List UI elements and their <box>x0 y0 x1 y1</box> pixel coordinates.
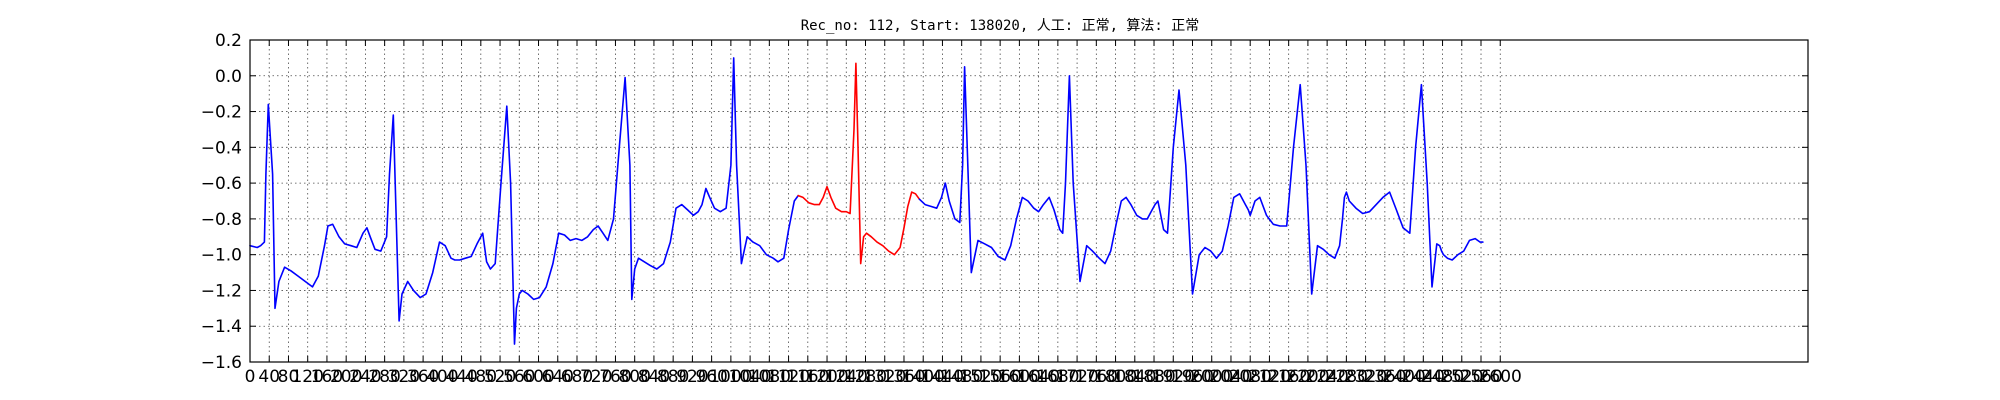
ecg-series-line <box>918 66 1484 295</box>
x-tick-label: 120 <box>291 367 323 387</box>
x-tick-label: 400 <box>426 367 458 387</box>
plot-frame <box>249 39 1809 363</box>
x-tick-label: 1720 <box>1055 367 1098 387</box>
x-tick-label: 1280 <box>844 367 887 387</box>
x-tick-label: 1520 <box>959 367 1002 387</box>
x-tick-label: 1360 <box>882 367 925 387</box>
x-tick-label: 2400 <box>1382 367 1425 387</box>
x-tick-label: 1560 <box>979 367 1022 387</box>
x-tick-label: 1000 <box>709 367 752 387</box>
x-tick-label: 600 <box>522 367 554 387</box>
x-tick-label: 2080 <box>1229 367 1272 387</box>
y-tick-label: −0.2 <box>201 103 242 123</box>
x-tick-label: 1120 <box>767 367 810 387</box>
x-tick-label: 1680 <box>1036 367 1079 387</box>
grid <box>250 40 1808 362</box>
x-tick-label: 320 <box>388 367 420 387</box>
x-tick-label: 2320 <box>1344 367 1387 387</box>
x-tick-label: 680 <box>561 367 593 387</box>
x-tick-label: 800 <box>618 367 650 387</box>
x-tick-label: 1320 <box>863 367 906 387</box>
x-tick-label: 920 <box>676 367 708 387</box>
x-tick-label: 1040 <box>728 367 771 387</box>
x-tick-label: 240 <box>349 367 381 387</box>
x-tick-label: 720 <box>580 367 612 387</box>
ecg-series-line <box>797 62 921 265</box>
x-tick-label: 2440 <box>1402 367 1445 387</box>
x-tick-label: 880 <box>657 367 689 387</box>
x-tick-label: 160 <box>311 367 343 387</box>
x-tick-label: 80 <box>278 367 300 387</box>
x-tick-label: 1960 <box>1171 367 1214 387</box>
x-tick-label: 2000 <box>1190 367 1233 387</box>
x-tick-label: 360 <box>407 367 439 387</box>
x-tick-label: 2360 <box>1363 367 1406 387</box>
chart-title: Rec_no: 112, Start: 138020, 人工: 正常, 算法: … <box>801 18 1200 34</box>
x-tick-label: 200 <box>330 367 362 387</box>
x-tick-label: 1640 <box>1017 367 1060 387</box>
x-tick-label: 1200 <box>805 367 848 387</box>
x-tick-label: 1760 <box>1075 367 1118 387</box>
y-tick-label: −0.6 <box>201 174 242 194</box>
x-tick-label: 2520 <box>1440 367 1483 387</box>
x-tick-label: 1800 <box>1094 367 1137 387</box>
y-tick-label: −1.6 <box>201 353 242 373</box>
x-tick-label: 1480 <box>940 367 983 387</box>
y-tick-label: −0.4 <box>201 138 242 158</box>
x-tick-label: 1920 <box>1152 367 1195 387</box>
x-tick-label: 440 <box>445 367 477 387</box>
x-tick-label: 1240 <box>825 367 868 387</box>
y-tick-label: −0.8 <box>201 210 242 230</box>
x-tick-label: 480 <box>465 367 497 387</box>
x-tick-label: 2040 <box>1209 367 1252 387</box>
x-tick-label: 1160 <box>786 367 829 387</box>
y-tick-label: −1.2 <box>201 281 242 301</box>
x-tick-label: 2560 <box>1459 367 1502 387</box>
x-tick-label: 2480 <box>1421 367 1464 387</box>
x-tick-label: 2600 <box>1479 367 1522 387</box>
x-tick-label: 2200 <box>1286 367 1329 387</box>
x-tick-label: 640 <box>542 367 574 387</box>
x-tick-label: 1840 <box>1113 367 1156 387</box>
y-tick-label: −1.4 <box>201 317 242 337</box>
y-axis: 0.2 0.0 −0.2 −0.4 −0.6 −0.8 −1.0 −1.2 −1.4 −1.6 <box>201 31 1808 373</box>
x-tick-label: 2160 <box>1267 367 1310 387</box>
series-layer <box>249 57 1484 345</box>
x-tick-label: 520 <box>484 367 516 387</box>
x-tick-label: 2240 <box>1306 367 1349 387</box>
y-tick-label: 0.0 <box>215 67 242 87</box>
x-tick-label: 1400 <box>902 367 945 387</box>
x-tick-label: 280 <box>368 367 400 387</box>
x-tick-label: 40 <box>258 367 280 387</box>
x-tick-label: 1880 <box>1132 367 1175 387</box>
x-tick-label: 840 <box>638 367 670 387</box>
x-tick-label: 960 <box>695 367 727 387</box>
x-tick-label: 0 <box>245 367 256 387</box>
y-tick-label: 0.2 <box>215 31 242 51</box>
x-tick-label: 1080 <box>748 367 791 387</box>
x-tick-label: 2120 <box>1248 367 1291 387</box>
x-tick-label: 560 <box>503 367 535 387</box>
x-tick-label: 2280 <box>1325 367 1368 387</box>
x-tick-label: 760 <box>599 367 631 387</box>
x-tick-label: 1440 <box>921 367 964 387</box>
y-tick-label: −1.0 <box>201 246 242 266</box>
x-axis: 0 408012016020024028032036040044048052056… <box>245 40 1522 387</box>
ecg-series-line <box>249 57 799 345</box>
x-tick-label: 1600 <box>998 367 1041 387</box>
